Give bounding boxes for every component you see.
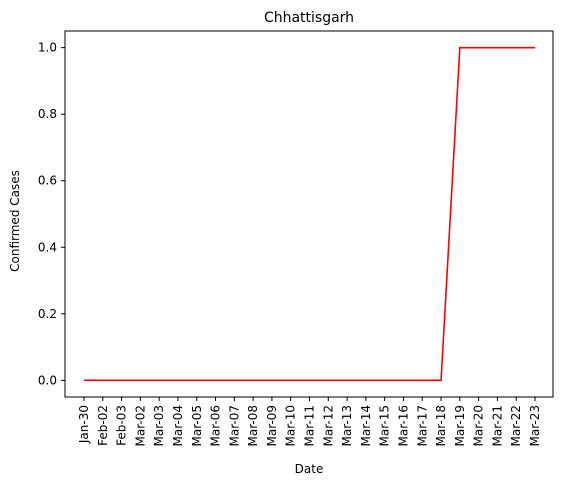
x-tick-label: Mar-03 bbox=[152, 405, 166, 446]
y-tick-label: 0.4 bbox=[38, 240, 57, 254]
x-tick-label: Mar-23 bbox=[528, 405, 542, 446]
x-tick-label: Feb-02 bbox=[96, 405, 110, 446]
x-tick-label: Mar-12 bbox=[321, 405, 335, 446]
x-tick-label: Mar-18 bbox=[434, 405, 448, 446]
plot-frame bbox=[64, 30, 554, 398]
x-axis-title: Date bbox=[295, 462, 324, 476]
x-tick-label: Mar-14 bbox=[359, 405, 373, 446]
x-tick-label: Mar-08 bbox=[246, 405, 260, 446]
x-tick-label: Mar-16 bbox=[396, 405, 410, 446]
x-tick-label: Mar-20 bbox=[472, 405, 486, 446]
y-tick-label: 0.6 bbox=[38, 174, 57, 188]
x-tick-label: Mar-21 bbox=[490, 405, 504, 446]
x-tick-label: Mar-10 bbox=[284, 405, 298, 446]
x-tick-label: Mar-06 bbox=[209, 405, 223, 446]
x-tick-label: Mar-02 bbox=[133, 405, 147, 446]
x-tick-label: Mar-04 bbox=[171, 405, 185, 446]
y-tick-label: 0.0 bbox=[38, 373, 57, 387]
x-tick-label: Mar-15 bbox=[378, 405, 392, 446]
x-tick-label: Mar-07 bbox=[227, 405, 241, 446]
y-tick-label: 0.2 bbox=[38, 307, 57, 321]
x-tick-label: Mar-05 bbox=[190, 405, 204, 446]
x-tick-label: Mar-09 bbox=[265, 405, 279, 446]
x-tick-label: Jan-30 bbox=[77, 405, 91, 444]
x-tick-label: Mar-17 bbox=[415, 405, 429, 446]
x-tick-label: Mar-19 bbox=[453, 405, 467, 446]
x-tick-label: Mar-13 bbox=[340, 405, 354, 446]
chart-title: Chhattisgarh bbox=[264, 10, 354, 26]
y-axis-title: Confirmed Cases bbox=[8, 170, 22, 272]
series-line bbox=[84, 46, 535, 382]
y-tick-label: 1.0 bbox=[38, 41, 57, 55]
x-tick-label: Feb-03 bbox=[115, 405, 129, 446]
x-tick-label: Mar-11 bbox=[303, 405, 317, 446]
x-tick-label: Mar-22 bbox=[509, 405, 523, 446]
y-tick-label: 0.8 bbox=[38, 107, 57, 121]
